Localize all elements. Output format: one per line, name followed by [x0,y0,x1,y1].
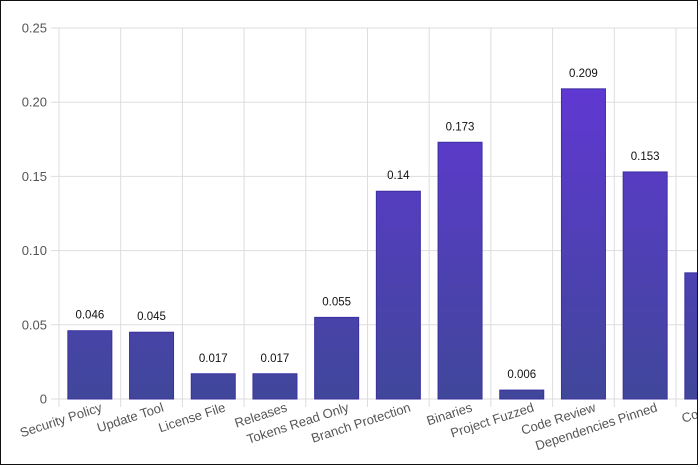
data-label: 0.046 [75,310,104,322]
bar[interactable] [190,373,236,400]
bar[interactable] [622,171,668,400]
data-label: 0.055 [322,296,351,308]
y-tick-label: 0 [40,392,47,407]
gridlines [51,27,697,407]
y-tick-label: 0.20 [22,95,47,110]
data-label: 0.209 [569,68,598,80]
data-labels: 0.046 0.045 0.017 0.017 0.055 0.14 0.173 0.006 0… [75,68,660,381]
data-label: 0.017 [261,353,290,365]
data-label: 0.017 [199,353,228,365]
bar[interactable] [375,190,421,400]
data-label: 0.006 [507,369,536,381]
y-axis: 0 0.05 0.10 0.15 0.20 0.25 [22,21,47,407]
y-tick-label: 0.15 [22,169,47,184]
bar[interactable] [252,373,298,400]
bars [67,88,698,400]
x-tick-label: Comm [680,400,698,426]
bar[interactable] [560,88,606,400]
bar[interactable] [437,141,483,400]
data-label: 0.173 [446,121,475,133]
data-label: 0.14 [387,170,410,182]
bar[interactable] [129,331,175,400]
y-tick-label: 0.10 [22,243,47,258]
data-label: 0.153 [631,151,660,163]
x-tick-label: Update Tool [95,400,166,436]
bar[interactable] [684,272,698,400]
y-tick-label: 0.25 [22,21,47,36]
bar[interactable] [314,316,360,400]
data-label: 0.045 [137,311,166,323]
x-tick-label: Security Policy [18,399,104,440]
y-tick-label: 0.05 [22,317,47,332]
bar[interactable] [67,330,113,400]
bar[interactable] [499,389,545,400]
x-tick-label: License File [157,400,228,436]
